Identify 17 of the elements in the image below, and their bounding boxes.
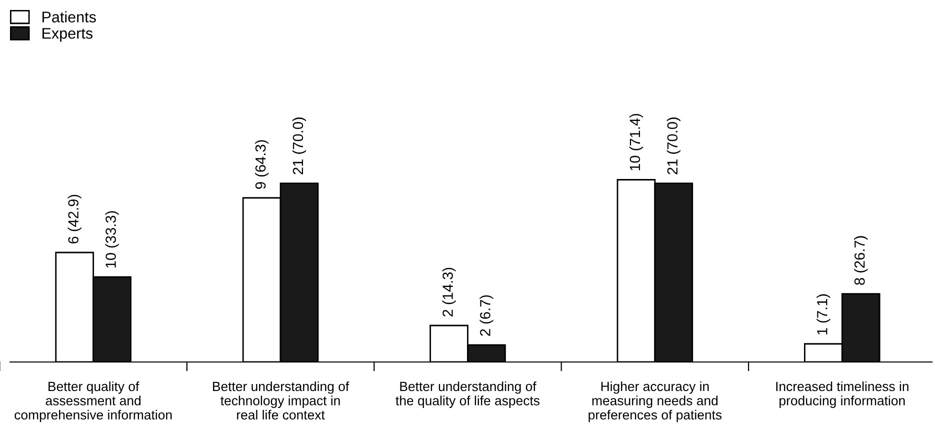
data-label: 10 (71.4) — [629, 114, 643, 170]
data-label: 21 (70.0) — [666, 118, 680, 174]
data-label: 2 (14.3) — [442, 268, 456, 316]
legend-label: Experts — [42, 28, 92, 42]
x-tick-label: Higher accuracy in measuring needs and preferences of patients — [588, 381, 722, 422]
data-label: 9 (64.3) — [255, 140, 269, 189]
legend-label: Patients — [42, 11, 96, 22]
data-label: 6 (42.9) — [68, 194, 82, 244]
data-label: 1 (7.1) — [816, 294, 830, 334]
x-tick-label: Better understanding of the quality of life aspects — [396, 381, 540, 408]
data-label: 10 (33.3) — [105, 211, 119, 268]
x-tick-label: Increased timeliness in producing information — [776, 381, 908, 408]
x-tick-label: Better understanding of technology impact in real life context — [213, 381, 350, 420]
x-tick-label: Better quality of assessment and comprehensive information — [14, 381, 172, 422]
data-label: 8 (26.7) — [854, 236, 868, 285]
data-label: 2 (6.7) — [480, 295, 494, 336]
data-label: 21 (70.0) — [292, 118, 306, 174]
